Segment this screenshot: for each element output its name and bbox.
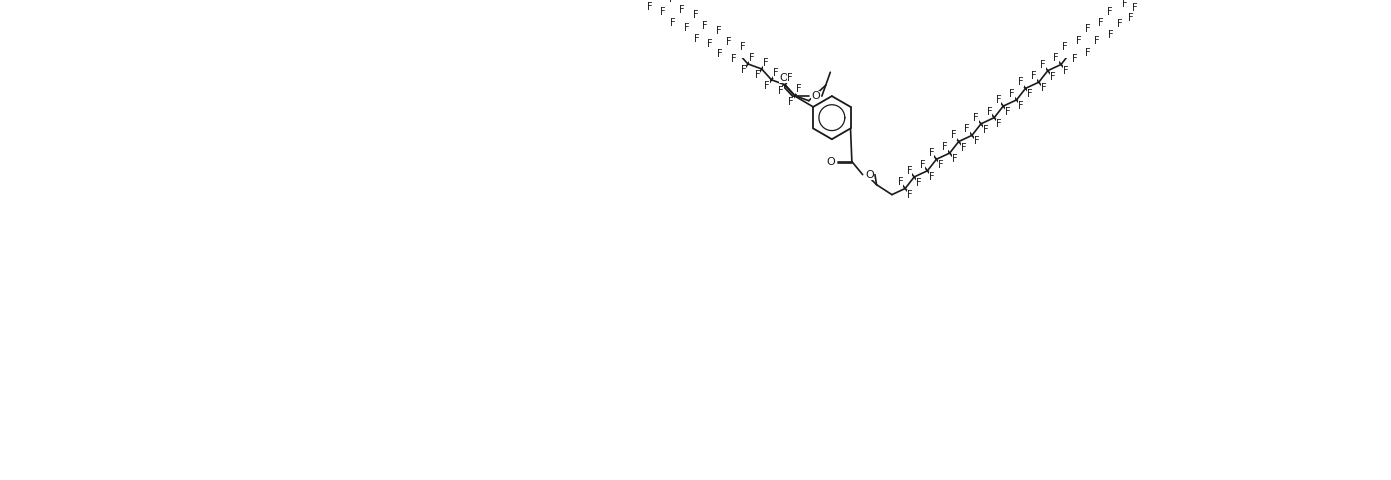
- Text: F: F: [764, 58, 769, 68]
- Text: F: F: [951, 131, 957, 141]
- Text: F: F: [1117, 19, 1123, 29]
- Text: F: F: [718, 49, 723, 60]
- Text: O: O: [811, 91, 821, 101]
- Text: F: F: [1085, 48, 1091, 58]
- Text: F: F: [907, 190, 912, 200]
- Text: F: F: [708, 38, 714, 48]
- Text: F: F: [1031, 71, 1036, 81]
- Text: F: F: [778, 86, 783, 96]
- Text: F: F: [1018, 77, 1024, 87]
- Text: F: F: [679, 5, 684, 15]
- Text: F: F: [917, 178, 922, 188]
- Text: F: F: [996, 95, 1002, 105]
- Text: F: F: [1040, 83, 1046, 93]
- Text: F: F: [951, 154, 957, 164]
- Text: F: F: [726, 36, 732, 47]
- Text: F: F: [797, 84, 803, 95]
- Text: F: F: [754, 71, 761, 80]
- Text: F: F: [1053, 53, 1059, 63]
- Text: F: F: [1075, 36, 1081, 46]
- Text: F: F: [964, 124, 970, 134]
- Text: F: F: [1063, 42, 1068, 52]
- Text: F: F: [983, 125, 989, 135]
- Text: F: F: [684, 23, 690, 33]
- Text: F: F: [1050, 72, 1056, 82]
- Text: F: F: [637, 0, 643, 1]
- Text: F: F: [661, 7, 666, 17]
- Text: O: O: [826, 156, 836, 167]
- Text: F: F: [787, 97, 793, 107]
- Text: F: F: [1028, 89, 1034, 99]
- Text: F: F: [961, 143, 967, 153]
- Text: F: F: [741, 65, 747, 75]
- Text: F: F: [974, 136, 979, 146]
- Text: F: F: [694, 34, 700, 44]
- Text: F: F: [670, 18, 676, 28]
- Text: F: F: [1085, 24, 1091, 34]
- Text: F: F: [1063, 66, 1068, 75]
- Text: F: F: [693, 10, 698, 20]
- Text: F: F: [702, 21, 708, 31]
- Text: F: F: [750, 53, 755, 62]
- Text: F: F: [647, 2, 652, 12]
- Text: F: F: [974, 113, 979, 123]
- Text: F: F: [986, 107, 992, 117]
- Text: F: F: [773, 69, 779, 78]
- Text: F: F: [1095, 36, 1100, 46]
- Text: F: F: [939, 160, 944, 170]
- Text: F: F: [942, 142, 947, 152]
- Text: F: F: [897, 178, 903, 188]
- Text: F: F: [929, 148, 935, 158]
- Text: F: F: [1132, 3, 1138, 13]
- Text: F: F: [732, 54, 737, 64]
- Text: F: F: [669, 0, 675, 4]
- Text: O: O: [865, 169, 874, 180]
- Text: F: F: [740, 42, 746, 52]
- Text: F: F: [1107, 7, 1113, 16]
- Text: O: O: [779, 72, 787, 83]
- Text: F: F: [1072, 54, 1078, 64]
- Text: F: F: [1121, 0, 1127, 10]
- Text: F: F: [787, 73, 793, 84]
- Text: F: F: [764, 81, 771, 91]
- Text: F: F: [1097, 18, 1103, 28]
- Text: F: F: [1018, 101, 1024, 111]
- Text: F: F: [1128, 13, 1134, 24]
- Text: F: F: [1107, 30, 1113, 40]
- Text: F: F: [1040, 60, 1046, 70]
- Text: F: F: [716, 26, 722, 36]
- Text: F: F: [996, 119, 1002, 129]
- Text: F: F: [1008, 89, 1014, 99]
- Text: F: F: [1006, 107, 1011, 117]
- Text: F: F: [919, 160, 925, 170]
- Text: F: F: [907, 166, 912, 176]
- Text: F: F: [929, 172, 935, 182]
